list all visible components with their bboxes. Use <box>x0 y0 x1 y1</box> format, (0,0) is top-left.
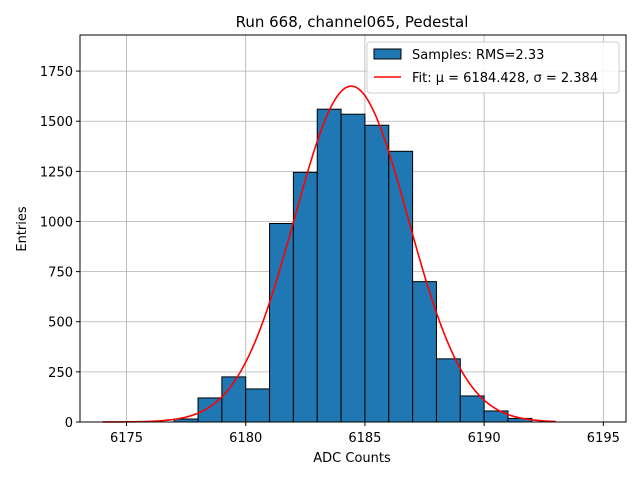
x-tick-label: 6175 <box>110 431 143 446</box>
y-tick-label: 1250 <box>40 165 73 180</box>
plot-frame <box>79 34 627 423</box>
y-axis-ticks: 0 250 500 750 1000 1250 1500 1750 <box>40 65 80 431</box>
histogram-bar <box>435 358 461 423</box>
histogram-bar <box>269 222 294 423</box>
x-axis-label: ADC Counts <box>313 451 391 466</box>
histogram-bar <box>316 108 342 423</box>
legend-box <box>366 41 620 94</box>
x-tick-label: 6195 <box>587 431 620 446</box>
y-tick-label: 0 <box>65 416 73 431</box>
x-axis-ticks: 6175 6180 6185 6190 6195 <box>110 422 620 446</box>
chart-title: Run 668, channel065, Pedestal <box>236 13 469 31</box>
y-tick-label: 750 <box>48 266 73 281</box>
legend: Samples: RMS=2.33 Fit: μ = 6184.428, σ =… <box>366 41 620 94</box>
y-tick-label: 1750 <box>40 65 73 80</box>
histogram-bar <box>197 397 223 423</box>
y-axis-label: Entries <box>15 206 30 252</box>
x-tick-label: 6180 <box>229 431 262 446</box>
legend-samples-swatch <box>373 48 402 60</box>
legend-samples-label: Samples: RMS=2.33 <box>412 48 544 63</box>
fit-curve <box>102 85 556 423</box>
x-tick-label: 6185 <box>348 431 381 446</box>
histogram-bar <box>364 124 390 423</box>
y-tick-label: 250 <box>48 366 73 381</box>
legend-fit-label: Fit: μ = 6184.428, σ = 2.384 <box>412 71 598 86</box>
y-tick-label: 1500 <box>40 115 73 130</box>
histogram-bar <box>245 388 271 423</box>
x-tick-label: 6190 <box>468 431 501 446</box>
y-tick-label: 500 <box>48 316 73 331</box>
y-tick-label: 1000 <box>40 215 73 230</box>
histogram-bars <box>173 108 533 423</box>
histogram-bar <box>459 395 485 423</box>
histogram-bar <box>340 113 366 423</box>
